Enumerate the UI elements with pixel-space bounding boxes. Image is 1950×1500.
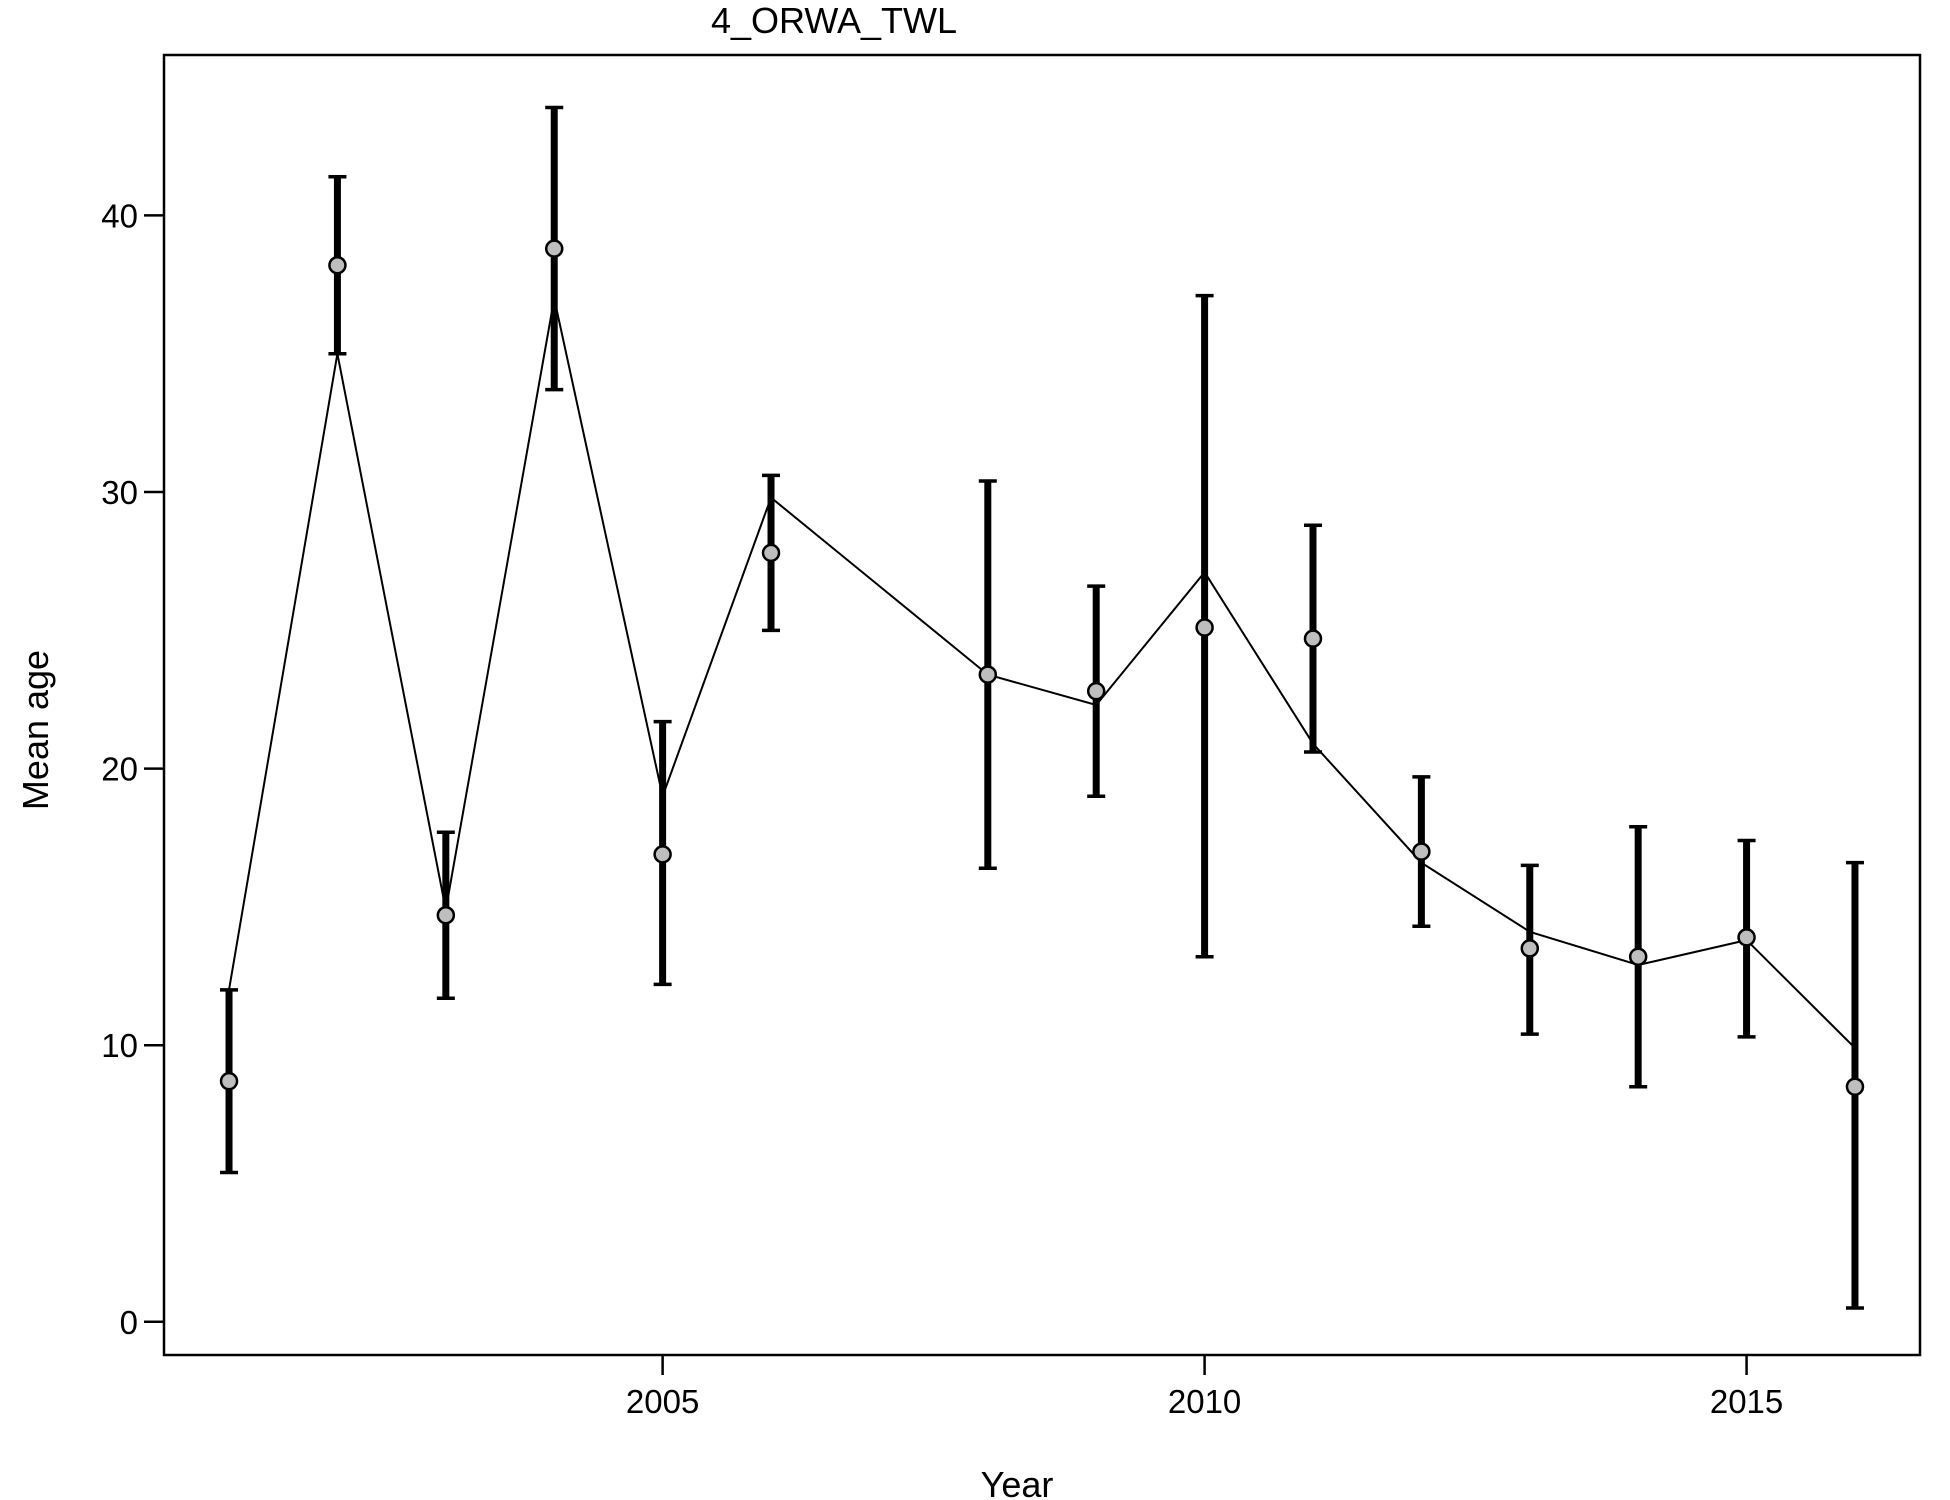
error-bars — [220, 108, 1864, 1308]
x-axis: 2005 2010 2015 — [626, 1355, 1783, 1420]
observed-points — [221, 241, 1863, 1095]
x-tick-label: 2015 — [1710, 1383, 1783, 1420]
chart-title: 4_ORWA_TWL — [711, 0, 957, 41]
observed-point — [1413, 844, 1429, 860]
observed-point — [980, 667, 996, 683]
observed-point — [438, 907, 454, 923]
x-tick-label: 2010 — [1168, 1383, 1241, 1420]
observed-point — [1088, 683, 1104, 699]
y-tick-label: 20 — [101, 751, 138, 788]
x-axis-label: Year — [981, 1464, 1054, 1500]
plot-frame — [164, 55, 1920, 1355]
observed-point — [1630, 949, 1646, 965]
observed-point — [1847, 1079, 1863, 1095]
y-tick-label: 0 — [120, 1304, 138, 1341]
observed-point — [763, 545, 779, 561]
observed-point — [1739, 929, 1755, 945]
y-axis-label: Mean age — [15, 650, 56, 810]
y-axis: 0 10 20 30 40 — [101, 197, 164, 1340]
observed-point — [546, 241, 562, 257]
y-tick-label: 30 — [101, 474, 138, 511]
observed-point — [221, 1073, 237, 1089]
observed-point — [1522, 940, 1538, 956]
observed-point — [655, 846, 671, 862]
y-tick-label: 40 — [101, 197, 138, 234]
x-tick-label: 2005 — [626, 1383, 699, 1420]
expected-line — [229, 298, 1855, 1048]
observed-point — [1197, 620, 1213, 636]
observed-point — [1305, 631, 1321, 647]
observed-point — [329, 257, 345, 273]
y-tick-label: 10 — [101, 1027, 138, 1064]
